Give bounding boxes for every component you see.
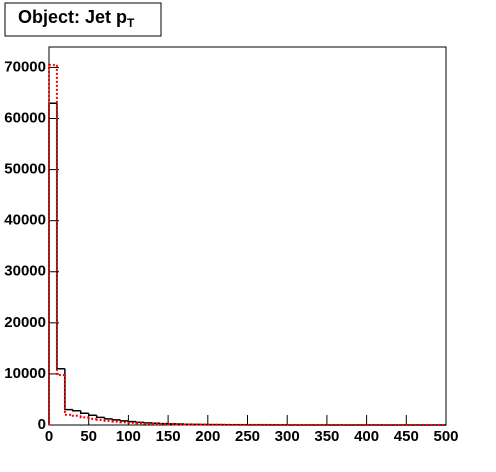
- histogram-bin: [135, 421, 145, 424]
- histogram-bin: [119, 421, 129, 424]
- x-tick-label: 450: [394, 428, 419, 445]
- histogram-bin: [95, 415, 105, 419]
- x-tick-label: 100: [116, 428, 141, 445]
- y-tick-label: 50000: [4, 161, 46, 178]
- histogram-bin: [127, 420, 137, 423]
- histogram-bin: [80, 410, 89, 415]
- x-tick-label: 350: [314, 428, 339, 445]
- x-tick-label: 0: [45, 428, 53, 445]
- y-tick-label: 20000: [4, 314, 46, 331]
- x-tick-label: 400: [354, 428, 379, 445]
- x-tick-label: 300: [275, 428, 300, 445]
- y-tick-label: 0: [38, 416, 46, 433]
- x-tick-label: 250: [235, 428, 260, 445]
- histogram-bin: [111, 420, 121, 423]
- y-tick-label: 60000: [4, 109, 46, 126]
- x-tick-label: 50: [80, 428, 97, 445]
- histogram-bin: [56, 103, 65, 370]
- x-tick-label: 200: [195, 428, 220, 445]
- title-subscript: T: [127, 16, 135, 30]
- y-tick-label: 40000: [4, 212, 46, 229]
- histogram-bin: [48, 63, 57, 425]
- histogram-bin: [127, 421, 137, 424]
- title-box: [4, 2, 162, 37]
- title-main: Object: Jet p: [18, 7, 127, 27]
- histogram-bin: [87, 417, 97, 420]
- histogram-bin: [103, 417, 113, 420]
- y-tick-label: 30000: [4, 263, 46, 280]
- histogram-bin: [111, 418, 121, 421]
- x-tick-label: 150: [156, 428, 181, 445]
- histogram-bin: [79, 415, 89, 419]
- y-tick-label: 10000: [4, 365, 46, 382]
- histogram-bin: [95, 418, 105, 421]
- chart-title: Object: Jet pT: [18, 7, 135, 30]
- histogram-bin: [63, 374, 73, 416]
- histogram-bin: [64, 368, 73, 411]
- histogram-bin: [87, 413, 97, 417]
- histogram-bin: [103, 419, 113, 422]
- x-tick-label: 500: [433, 428, 458, 445]
- histogram-bin: [71, 414, 81, 417]
- histogram-bin: [72, 409, 81, 412]
- y-tick-label: 70000: [4, 58, 46, 75]
